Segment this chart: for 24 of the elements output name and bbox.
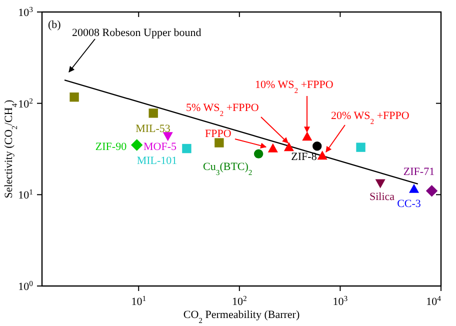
- series-label: Cu$_{3}$(BTC)$_{2}$: [203, 161, 252, 176]
- text: 5% WS$_{2}$ +FPPO: [186, 102, 259, 118]
- text: 10% WS$_{2}$ +FPPO: [255, 79, 334, 94]
- x-tick-label: 10$^{1}$: [131, 294, 146, 308]
- series-label: Silica: [369, 191, 395, 203]
- y-tick-label: 10$^{2}$: [18, 96, 34, 110]
- series-label: MIL-53: [136, 123, 171, 135]
- series-label: ZIF-8: [291, 151, 318, 163]
- series-label: ZIF-90: [95, 141, 128, 153]
- annotation: (b): [48, 19, 62, 31]
- series-label: ZIF-71: [403, 166, 435, 178]
- series-label: CC-3: [397, 198, 422, 210]
- y-tick-label: 10$^{0}$: [18, 278, 34, 293]
- x-tick-label: 10$^{3}$: [332, 294, 348, 308]
- legend-label: 20008 Robeson Upper bound: [72, 27, 202, 39]
- series-label: MIL-101: [136, 155, 178, 167]
- y-tick-label: 10$^{3}$: [18, 4, 34, 19]
- text: FPPO: [205, 128, 232, 140]
- x-tick-label: 10$^{4}$: [426, 294, 442, 308]
- y-tick-label: 10$^{1}$: [18, 187, 34, 202]
- series-label: MOF-5: [143, 141, 177, 153]
- x-axis-title: CO$_{2}$ Permeability (Barrer): [183, 309, 300, 324]
- text: 20% WS$_{2}$ +FPPO: [331, 110, 410, 126]
- x-tick-label: 10$^{2}$: [232, 294, 247, 308]
